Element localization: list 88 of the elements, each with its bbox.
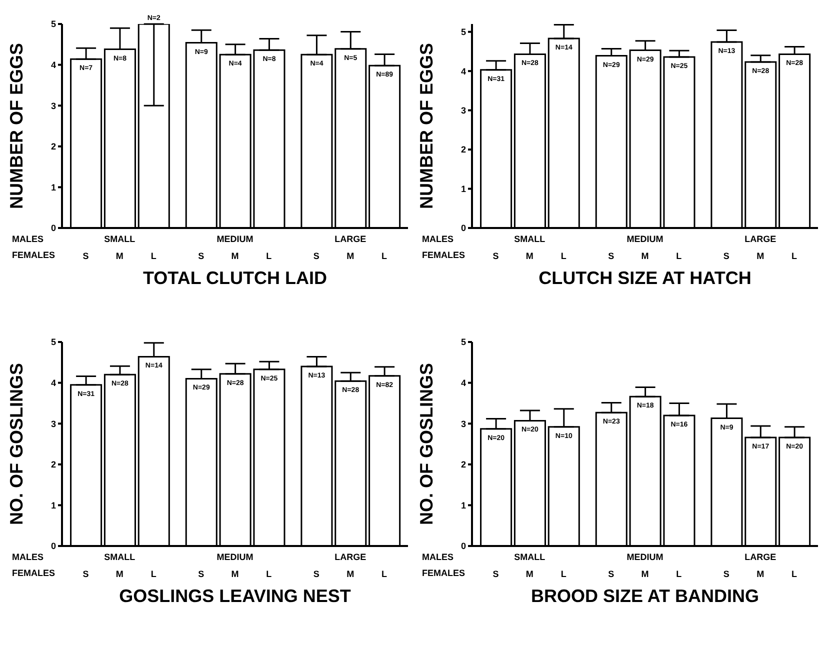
y-tick-label: 5	[50, 337, 56, 348]
x-tick-label: S	[82, 569, 89, 579]
y-tick-label: 3	[460, 106, 466, 116]
x-tick-label: S	[198, 569, 204, 579]
text: FEMALES	[12, 250, 56, 260]
x-tick-label: M	[346, 251, 354, 261]
y-tick-label: 1	[50, 182, 56, 192]
x-tick-label: M	[346, 569, 354, 579]
x-axis-title: CLUTCH SIZE AT HATCH	[538, 268, 752, 289]
y-tick-label: 3	[50, 100, 56, 111]
x-tick-label: S	[198, 251, 204, 261]
x-tick-label: M	[526, 569, 534, 579]
x-tick-label: M	[526, 251, 534, 261]
x-tick-label: S	[313, 569, 320, 579]
y-tick-label: 3	[50, 418, 56, 429]
x-tick-label: S	[723, 251, 730, 261]
x-tick-label: S	[313, 251, 320, 261]
text: MALES	[12, 234, 44, 244]
y-axis-title: NO. OF GOSLINGS	[6, 362, 26, 526]
y-tick-label: 0	[460, 223, 466, 234]
y-axis-title: NUMBER OF EGGS	[416, 42, 436, 210]
x-tick-label: L	[382, 569, 388, 579]
x-axis-title: TOTAL CLUTCH LAID	[142, 268, 328, 289]
x-tick-label: M	[756, 251, 764, 261]
x-tick-label: M	[231, 251, 239, 261]
text: FEMALES	[422, 568, 466, 578]
text: MALES	[12, 552, 44, 562]
x-tick-label: L	[676, 569, 682, 579]
text: LARGE	[334, 234, 368, 244]
x-tick-label: L	[560, 251, 567, 261]
x-tick-label: S	[82, 251, 89, 261]
y-axis-title: NO. OF GOSLINGS	[416, 362, 436, 526]
text: MALES	[422, 552, 454, 562]
y-tick-label: 5	[460, 27, 466, 38]
x-tick-label: S	[723, 569, 730, 579]
y-tick-label: 3	[460, 418, 466, 429]
y-tick-label: 4	[460, 378, 466, 388]
y-tick-label: 4	[50, 60, 56, 70]
text: LARGE	[744, 234, 778, 244]
x-tick-label: S	[492, 251, 499, 261]
x-tick-label: M	[641, 569, 649, 579]
y-tick-label: 5	[50, 19, 56, 30]
text: SMALL	[103, 552, 136, 562]
y-tick-label: 1	[460, 500, 466, 510]
text: LARGE	[744, 552, 778, 562]
text: SMALL	[513, 552, 546, 562]
y-tick-label: 4	[460, 66, 466, 76]
x-tick-label: L	[266, 251, 272, 261]
text: FEMALES	[12, 568, 56, 578]
y-tick-label: 4	[50, 378, 56, 388]
x-tick-label: M	[231, 569, 239, 579]
text: MEDIUM	[216, 234, 254, 244]
y-tick-label: 0	[460, 541, 466, 552]
x-tick-label: S	[492, 569, 499, 579]
x-tick-label: S	[608, 251, 614, 261]
x-tick-label: M	[116, 569, 124, 579]
x-tick-label: M	[116, 251, 124, 261]
x-tick-label: L	[676, 251, 682, 261]
x-tick-label: L	[560, 569, 567, 579]
y-tick-label: 2	[460, 144, 466, 155]
text: MEDIUM	[626, 552, 664, 562]
x-axis-title: GOSLINGS LEAVING NEST	[118, 586, 352, 607]
x-tick-label: L	[266, 569, 272, 579]
x-tick-label: L	[792, 251, 798, 261]
text: MEDIUM	[216, 552, 254, 562]
x-tick-label: L	[792, 569, 798, 579]
text: MEDIUM	[626, 234, 664, 244]
x-tick-label: S	[608, 569, 614, 579]
text: LARGE	[334, 552, 368, 562]
y-tick-label: 2	[50, 460, 56, 470]
x-tick-label: L	[150, 569, 157, 579]
y-tick-label: 0	[50, 541, 56, 552]
y-tick-label: 1	[460, 184, 466, 194]
x-tick-label: M	[641, 251, 649, 261]
x-axis-title: BROOD SIZE AT BANDING	[530, 586, 760, 607]
y-tick-label: 1	[50, 500, 56, 510]
y-axis-title: NUMBER OF EGGS	[6, 42, 26, 210]
x-tick-label: L	[150, 251, 157, 261]
y-tick-label: 2	[460, 460, 466, 470]
text: SMALL	[513, 234, 546, 244]
y-tick-label: 2	[50, 142, 56, 152]
y-tick-label: 5	[460, 337, 466, 348]
x-tick-label: L	[382, 251, 388, 261]
text: FEMALES	[422, 250, 466, 260]
x-tick-label: M	[756, 569, 764, 579]
text: SMALL	[103, 234, 136, 244]
text: MALES	[422, 234, 454, 244]
y-tick-label: 0	[50, 223, 56, 234]
